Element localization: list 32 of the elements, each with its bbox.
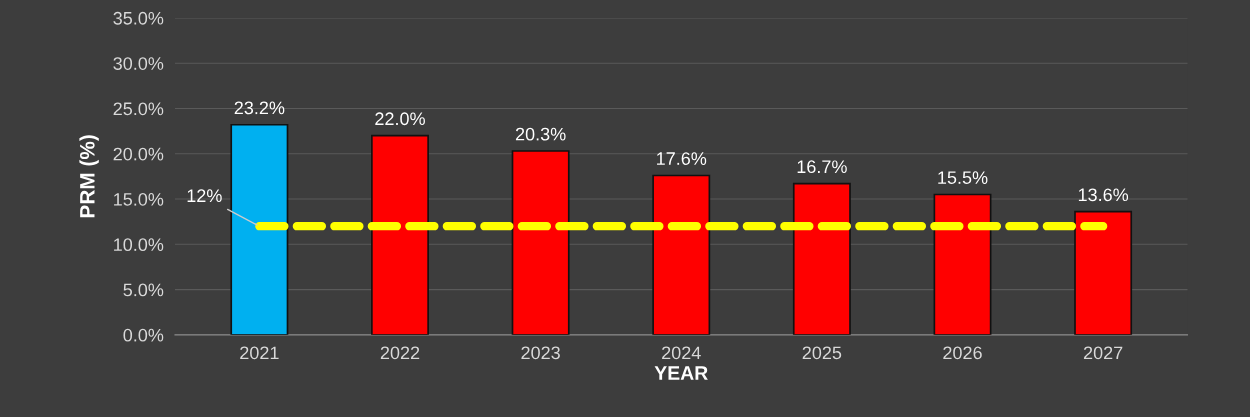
data-label: 15.5%: [938, 171, 988, 184]
bar: [652, 174, 711, 335]
bar: [792, 182, 851, 335]
x-tick-label: 2026: [943, 346, 982, 360]
y-tick-label: 10.0%: [114, 238, 164, 252]
x-tick-label: 2023: [521, 346, 560, 360]
bar: [371, 134, 429, 335]
x-tick-label: 2027: [1083, 346, 1123, 360]
y-tick-label: 25.0%: [113, 102, 164, 116]
y-tick-label: 5.0%: [123, 283, 164, 297]
y-axis-title: PRM (%): [79, 135, 99, 218]
x-axis-title: YEAR: [654, 366, 708, 380]
x-tick-label: 2025: [802, 346, 842, 360]
y-tick-label: 20.0%: [113, 147, 164, 161]
bar: [1074, 210, 1133, 335]
y-tick-label: 15.0%: [114, 192, 164, 206]
y-tick-label: 35.0%: [113, 11, 164, 25]
y-tick-label: 30.0%: [113, 57, 164, 70]
x-tick-label: 2024: [662, 346, 701, 360]
bar: [230, 123, 289, 335]
data-label: 20.3%: [515, 127, 566, 141]
bar: [511, 150, 570, 335]
y-tick-label: 0.0%: [123, 328, 164, 342]
x-tick-label: 2021: [240, 346, 279, 360]
data-label: 13.6%: [1078, 188, 1129, 202]
ref-line-label: 12%: [187, 189, 222, 202]
data-label: 23.2%: [234, 101, 285, 115]
data-label: 22.0%: [375, 112, 425, 126]
data-label: 17.6%: [657, 152, 707, 165]
x-tick-label: 2022: [380, 346, 420, 360]
bar: [933, 193, 992, 335]
data-label: 16.7%: [797, 160, 847, 174]
